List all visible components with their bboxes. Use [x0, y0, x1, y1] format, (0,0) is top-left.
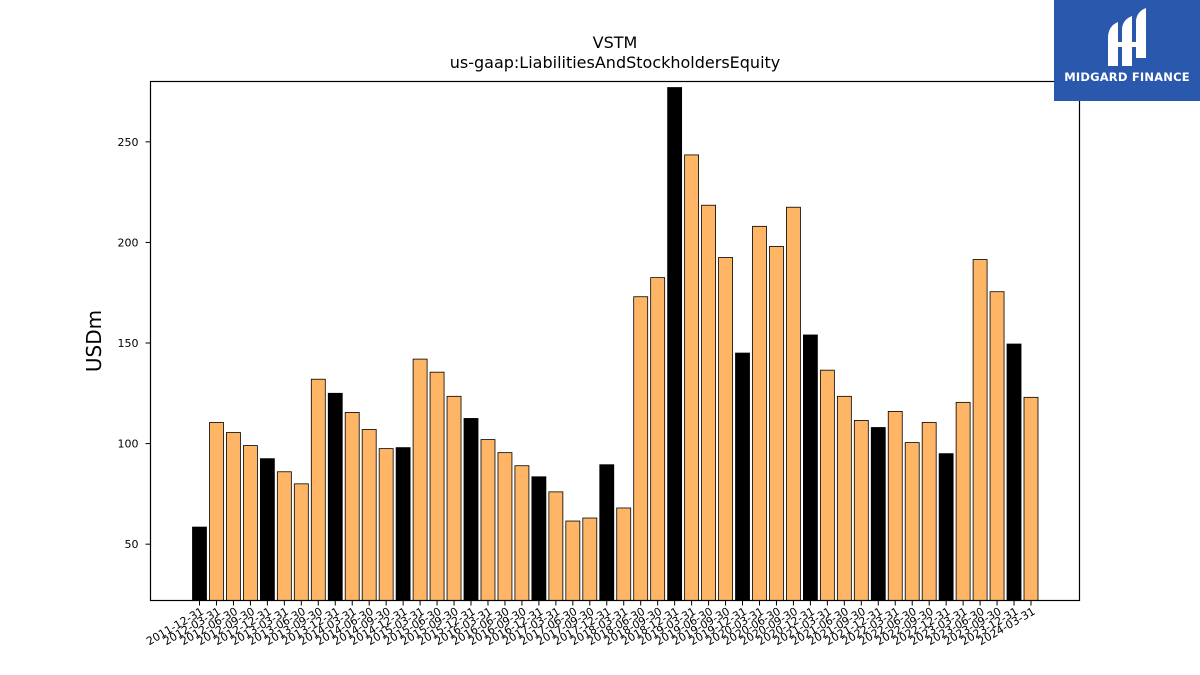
bars-group — [192, 87, 1039, 601]
bar-2013-03-31 — [276, 471, 292, 601]
bar-2023-03-31 — [955, 401, 971, 601]
y-axis: 50 100 150 200 250 — [118, 136, 151, 551]
y-tick-label: 250 — [118, 136, 139, 149]
plot-frame — [149, 80, 1081, 602]
bar-2012-06-30 — [226, 432, 241, 601]
bar-2023-09-30 — [989, 291, 1005, 601]
bar-2011-12-31 — [192, 526, 207, 601]
midgard-finance-logo: MIDGARD FINANCE — [1054, 0, 1200, 101]
bar-2018-06-30 — [633, 296, 649, 601]
bar-2016-06-30 — [497, 452, 513, 601]
bar-2015-06-30 — [429, 371, 445, 601]
y-tick-label: 100 — [118, 438, 139, 451]
bar-2022-06-30 — [904, 442, 920, 601]
bar-2014-12-31 — [395, 447, 411, 601]
bar-2022-09-30 — [921, 422, 937, 601]
y-axis-label: USDm — [82, 310, 106, 372]
bar-2019-03-31 — [684, 154, 700, 601]
bar-2015-09-30 — [446, 395, 462, 601]
bar-2014-09-30 — [378, 448, 394, 601]
bar-2013-09-30 — [310, 378, 326, 601]
bar-2012-03-31 — [209, 422, 224, 601]
bar-2016-09-30 — [514, 465, 530, 601]
bar-2017-09-30 — [582, 517, 598, 601]
y-tick-label: 150 — [118, 337, 139, 350]
bar-2015-12-31 — [463, 418, 479, 601]
bar-2023-06-30 — [972, 259, 988, 601]
chart-subtitle: us-gaap:LiabilitiesAndStockholdersEquity — [450, 53, 781, 72]
bar-2021-06-30 — [836, 395, 852, 601]
bar-2013-12-31 — [327, 392, 343, 601]
bar-2021-09-30 — [853, 420, 869, 601]
bar-2012-12-31 — [259, 458, 275, 601]
bar-2013-06-30 — [293, 483, 309, 601]
bar-2018-03-31 — [616, 507, 632, 601]
bar-2015-03-31 — [412, 358, 428, 601]
bar-2021-03-31 — [819, 369, 835, 601]
bar-2020-12-31 — [803, 334, 818, 601]
bar-2024-03-31 — [1023, 396, 1039, 601]
bar-2018-12-31 — [667, 87, 683, 601]
bar-2020-09-30 — [786, 206, 801, 601]
x-axis: 2011-12-312012-03-312012-06-302012-09-30… — [144, 600, 1038, 648]
bar-2023-12-31 — [1006, 343, 1022, 601]
bar-2020-03-31 — [752, 225, 767, 601]
logo-text: MIDGARD FINANCE — [1064, 70, 1190, 84]
bar-2014-06-30 — [361, 429, 377, 601]
bar-2017-12-31 — [599, 464, 615, 601]
bar-2021-12-31 — [870, 427, 886, 601]
chart-title: VSTM — [593, 33, 638, 52]
y-tick-label: 50 — [125, 538, 139, 551]
bar-2022-03-31 — [887, 411, 903, 601]
bar-2016-03-31 — [480, 439, 496, 601]
bar-2019-09-30 — [718, 257, 733, 601]
bar-2017-03-31 — [548, 491, 564, 601]
bar-2018-09-30 — [650, 277, 666, 601]
bar-2019-06-30 — [701, 204, 716, 601]
bar-2014-03-31 — [344, 412, 360, 601]
midgard-logo-icon — [1108, 8, 1146, 66]
bar-2022-12-31 — [938, 453, 954, 601]
bar-2020-06-30 — [769, 246, 784, 601]
bar-2017-06-30 — [565, 520, 581, 601]
bar-2019-12-31 — [735, 352, 750, 601]
bar-2012-09-30 — [243, 445, 258, 601]
bar-2016-12-31 — [531, 476, 547, 601]
y-tick-label: 200 — [118, 236, 139, 249]
